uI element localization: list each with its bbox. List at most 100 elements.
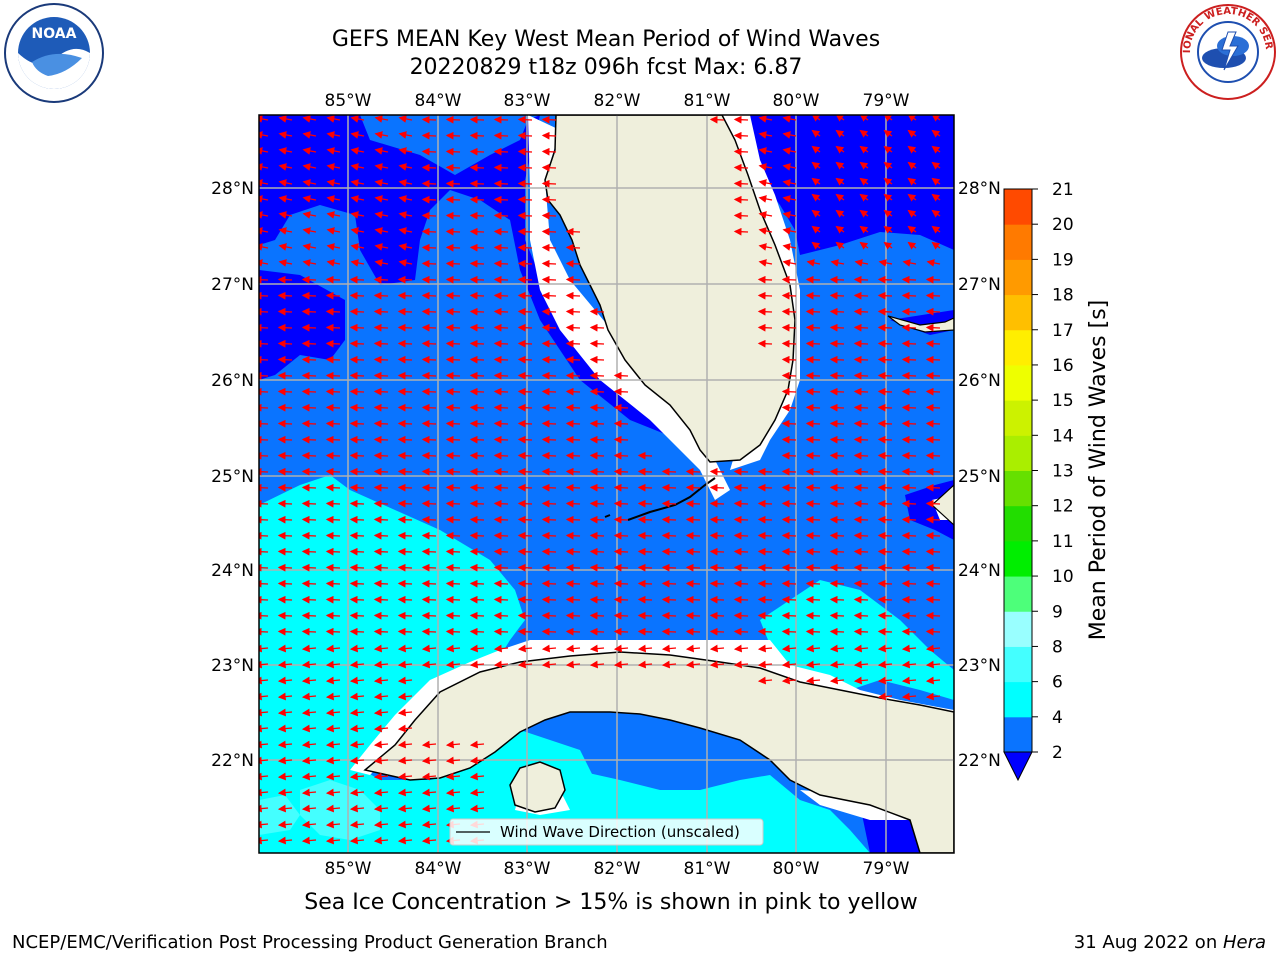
wave-direction-arrow (325, 531, 341, 540)
wave-direction-arrow (301, 467, 317, 476)
wave-direction-arrow (925, 467, 941, 476)
wave-direction-arrow (349, 692, 365, 701)
wave-direction-arrow (325, 403, 341, 412)
wave-direction-arrow (781, 644, 797, 653)
wave-direction-arrow (421, 547, 437, 556)
wave-direction-arrow (902, 259, 917, 267)
wave-direction-arrow (829, 291, 845, 300)
wave-direction-arrow (259, 644, 269, 653)
wave-direction-arrow (517, 403, 533, 412)
wave-direction-arrow (301, 724, 317, 733)
wave-direction-arrow (325, 339, 341, 348)
wave-direction-arrow (877, 467, 893, 476)
wave-direction-arrow (325, 547, 341, 556)
wave-direction-arrow (806, 259, 821, 267)
wave-direction-arrow (421, 195, 437, 204)
wave-direction-arrow (781, 291, 797, 300)
wave-direction-arrow (541, 435, 557, 444)
wave-direction-arrow (259, 227, 269, 235)
wave-direction-arrow (709, 531, 725, 540)
wave-direction-arrow (925, 355, 941, 364)
wave-direction-arrow (661, 660, 677, 669)
colorbar: 2 4 6 8 9 10 11 12 13 14 15 16 17 18 19 20 21 (1003, 180, 1074, 782)
wave-direction-arrow (421, 355, 437, 364)
wave-direction-arrow (805, 339, 821, 348)
wave-direction-arrow (733, 147, 749, 156)
latitude-labels: 28°N 28°N 27°N 27°N 26°N 26°N 25°N 25°N 24°N 24°N… (211, 179, 1001, 771)
wave-direction-arrow (325, 595, 341, 604)
wave-direction-arrow (541, 323, 557, 332)
wave-direction-arrow (445, 483, 461, 492)
wave-direction-arrow (301, 451, 317, 460)
wave-direction-arrow (398, 227, 413, 235)
wave-direction-arrow (901, 531, 917, 540)
wave-direction-arrow (350, 115, 365, 123)
wave-direction-arrow (925, 676, 941, 685)
wave-direction-arrow (925, 387, 941, 396)
wave-direction-arrow (565, 339, 581, 348)
wave-direction-arrow (835, 241, 845, 250)
wave-direction-arrow (301, 708, 317, 717)
wave-direction-arrow (493, 371, 509, 380)
wave-direction-arrow (301, 419, 317, 428)
wave-direction-arrow (757, 579, 773, 588)
wave-direction-arrow (901, 339, 917, 348)
wave-direction-arrow (925, 275, 941, 284)
wave-direction-arrow (613, 483, 629, 492)
wave-direction-arrow (853, 531, 869, 540)
wave-direction-arrow (925, 323, 941, 332)
wave-direction-arrow (782, 227, 797, 235)
wave-direction-arrow (325, 724, 341, 733)
wave-direction-arrow (397, 820, 413, 829)
wave-direction-arrow (373, 836, 389, 845)
wave-direction-arrow (302, 115, 317, 123)
wave-direction-arrow (445, 499, 461, 508)
wave-direction-arrow (757, 515, 773, 524)
wave-direction-arrow (781, 387, 797, 396)
wave-direction-arrow (349, 660, 365, 669)
wave-direction-arrow (541, 259, 557, 268)
wave-direction-arrow (781, 275, 797, 284)
wave-direction-arrow (853, 467, 869, 476)
wave-direction-arrow (469, 131, 485, 140)
wave-direction-arrow (349, 467, 365, 476)
wave-direction-arrow (829, 435, 845, 444)
wave-direction-arrow (349, 627, 365, 636)
wave-direction-arrow (301, 515, 317, 524)
wave-direction-arrow (421, 627, 437, 636)
wave-direction-arrow (733, 627, 749, 636)
wave-direction-arrow (469, 547, 485, 556)
wave-direction-arrow (685, 595, 701, 604)
wave-direction-arrow (277, 339, 293, 348)
wave-direction-arrow (907, 225, 917, 234)
wave-direction-arrow (805, 307, 821, 316)
wave-direction-arrow (397, 579, 413, 588)
wave-direction-arrow (758, 163, 773, 171)
svg-text:NOAA: NOAA (32, 26, 77, 42)
wave-direction-arrow (493, 275, 509, 284)
wave-direction-arrow (758, 227, 773, 235)
wave-direction-arrow (901, 692, 917, 701)
wave-direction-arrow (301, 531, 317, 540)
wave-direction-arrow (757, 531, 773, 540)
wave-direction-arrow (493, 515, 509, 524)
wave-direction-arrow (469, 483, 485, 492)
wave-direction-arrow (397, 595, 413, 604)
wave-direction-arrow (397, 499, 413, 508)
wave-direction-arrow (829, 371, 845, 380)
colorbar-tick-label: 19 (1052, 250, 1074, 270)
wave-direction-arrow (469, 419, 485, 428)
wave-direction-arrow (877, 547, 893, 556)
wave-direction-arrow (931, 209, 941, 218)
wave-direction-arrow (259, 211, 269, 219)
wave-direction-arrow (565, 644, 581, 653)
wave-direction-arrow (325, 756, 341, 765)
wave-direction-arrow (829, 627, 845, 636)
wave-direction-arrow (589, 627, 605, 636)
wave-direction-arrow (782, 147, 797, 155)
wave-direction-arrow (301, 355, 317, 364)
wave-direction-arrow (805, 275, 821, 284)
noaa-logo: NOAA (4, 3, 104, 103)
wave-direction-arrow (469, 499, 485, 508)
wave-direction-arrow (259, 179, 269, 187)
